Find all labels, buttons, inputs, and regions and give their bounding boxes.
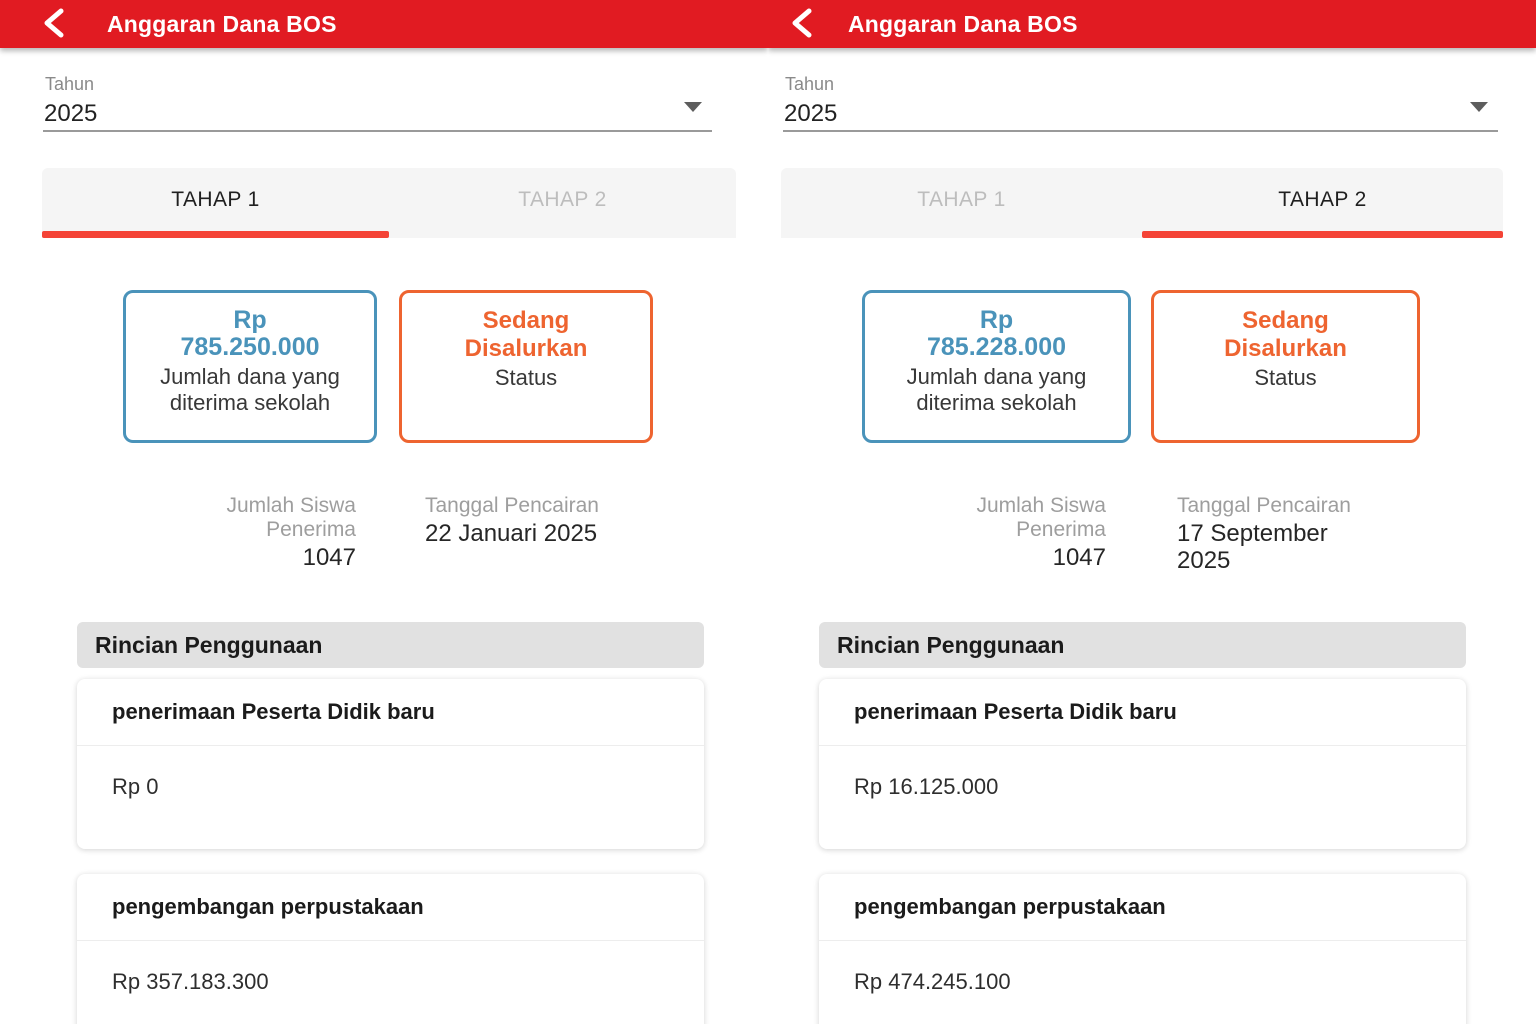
usage-item-card: penerimaan Peserta Didik baru Rp 0 xyxy=(77,679,704,849)
usage-item-title: penerimaan Peserta Didik baru xyxy=(77,679,704,746)
students-value: 1047 xyxy=(302,544,356,571)
chevron-left-icon xyxy=(41,8,67,43)
screen-tahap-1: Anggaran Dana BOS Tahun 2025 TAHAP 1 TAH… xyxy=(0,0,768,1024)
amount-value: 785.250.000 xyxy=(180,333,320,361)
usage-item-title: pengembangan perpustakaan xyxy=(819,874,1466,941)
page-title: Anggaran Dana BOS xyxy=(848,10,1078,37)
screen-tahap-2: Anggaran Dana BOS Tahun 2025 TAHAP 1 TAH… xyxy=(768,0,1536,1024)
usage-item-value: Rp 16.125.000 xyxy=(854,774,999,799)
date-value: 22 Januari 2025 xyxy=(425,520,598,547)
usage-section-title: Rincian Penggunaan xyxy=(95,631,323,658)
usage-item-card: pengembangan perpustakaan Rp 357.183.300 xyxy=(77,874,704,1024)
year-select[interactable]: Tahun 2025 xyxy=(783,74,1498,132)
tab-tahap-2[interactable]: TAHAP 2 xyxy=(1278,188,1367,211)
students-stat: Jumlah Siswa Penerima 1047 xyxy=(176,494,356,571)
usage-item-card: pengembangan perpustakaan Rp 474.245.100 xyxy=(819,874,1466,1024)
back-button[interactable] xyxy=(784,7,820,43)
usage-section-title: Rincian Penggunaan xyxy=(837,631,1065,658)
status-value: Sedang Disalurkan xyxy=(1224,307,1347,362)
year-select-value: 2025 xyxy=(784,100,838,127)
page-title: Anggaran Dana BOS xyxy=(107,10,337,37)
usage-item-value: Rp 357.183.300 xyxy=(112,969,269,994)
usage-item-value: Rp 0 xyxy=(112,774,159,799)
chevron-down-icon xyxy=(1470,102,1488,112)
usage-section-header: Rincian Penggunaan xyxy=(819,622,1466,668)
status-card: Sedang Disalurkan Status xyxy=(1151,290,1420,443)
tab-tahap-1[interactable]: TAHAP 1 xyxy=(171,188,260,211)
students-value: 1047 xyxy=(1052,544,1106,571)
active-tab-indicator xyxy=(1142,231,1503,238)
status-card: Sedang Disalurkan Status xyxy=(399,290,653,443)
usage-item-title: penerimaan Peserta Didik baru xyxy=(819,679,1466,746)
year-select-label: Tahun xyxy=(45,74,95,94)
amount-card: Rp 785.228.000 Jumlah dana yang diterima… xyxy=(862,290,1131,443)
amount-value: 785.228.000 xyxy=(926,333,1067,361)
usage-section-header: Rincian Penggunaan xyxy=(77,622,704,668)
disbursement-date-stat: Tanggal Pencairan 22 Januari 2025 xyxy=(425,494,615,547)
year-select[interactable]: Tahun 2025 xyxy=(43,74,712,132)
tab-bar: TAHAP 1 TAHAP 2 xyxy=(42,168,736,238)
back-button[interactable] xyxy=(36,7,72,43)
app-bar: Anggaran Dana BOS xyxy=(768,0,1536,48)
year-select-value: 2025 xyxy=(44,100,98,127)
tab-tahap-1[interactable]: TAHAP 1 xyxy=(917,188,1006,211)
usage-item-card: penerimaan Peserta Didik baru Rp 16.125.… xyxy=(819,679,1466,849)
select-underline xyxy=(43,130,712,132)
status-value: Sedang Disalurkan xyxy=(464,307,588,362)
active-tab-indicator xyxy=(42,231,389,238)
date-label: Tanggal Pencairan xyxy=(425,494,599,517)
tab-bar: TAHAP 1 TAHAP 2 xyxy=(781,168,1503,238)
disbursement-date-stat: Tanggal Pencairan 17 September 2025 xyxy=(1177,494,1367,574)
amount-caption: Jumlah dana yang diterima sekolah xyxy=(160,364,340,415)
usage-item-value: Rp 474.245.100 xyxy=(854,969,1011,994)
amount-caption: Jumlah dana yang diterima sekolah xyxy=(906,364,1087,415)
app-bar: Anggaran Dana BOS xyxy=(0,0,768,48)
amount-prefix: Rp xyxy=(979,306,1014,334)
usage-item-title: pengembangan perpustakaan xyxy=(77,874,704,941)
students-label: Jumlah Siswa Penerima xyxy=(226,494,356,541)
status-caption: Status xyxy=(494,365,558,390)
students-stat: Jumlah Siswa Penerima 1047 xyxy=(926,494,1106,571)
chevron-left-icon xyxy=(789,8,815,43)
date-value: 17 September 2025 xyxy=(1177,520,1328,574)
year-select-label: Tahun xyxy=(785,74,835,94)
amount-prefix: Rp xyxy=(233,306,267,334)
chevron-down-icon xyxy=(684,102,702,112)
tab-tahap-2[interactable]: TAHAP 2 xyxy=(518,188,607,211)
amount-card: Rp 785.250.000 Jumlah dana yang diterima… xyxy=(123,290,377,443)
select-underline xyxy=(783,130,1498,132)
status-caption: Status xyxy=(1254,365,1317,390)
date-label: Tanggal Pencairan xyxy=(1177,494,1351,517)
students-label: Jumlah Siswa Penerima xyxy=(976,494,1106,541)
